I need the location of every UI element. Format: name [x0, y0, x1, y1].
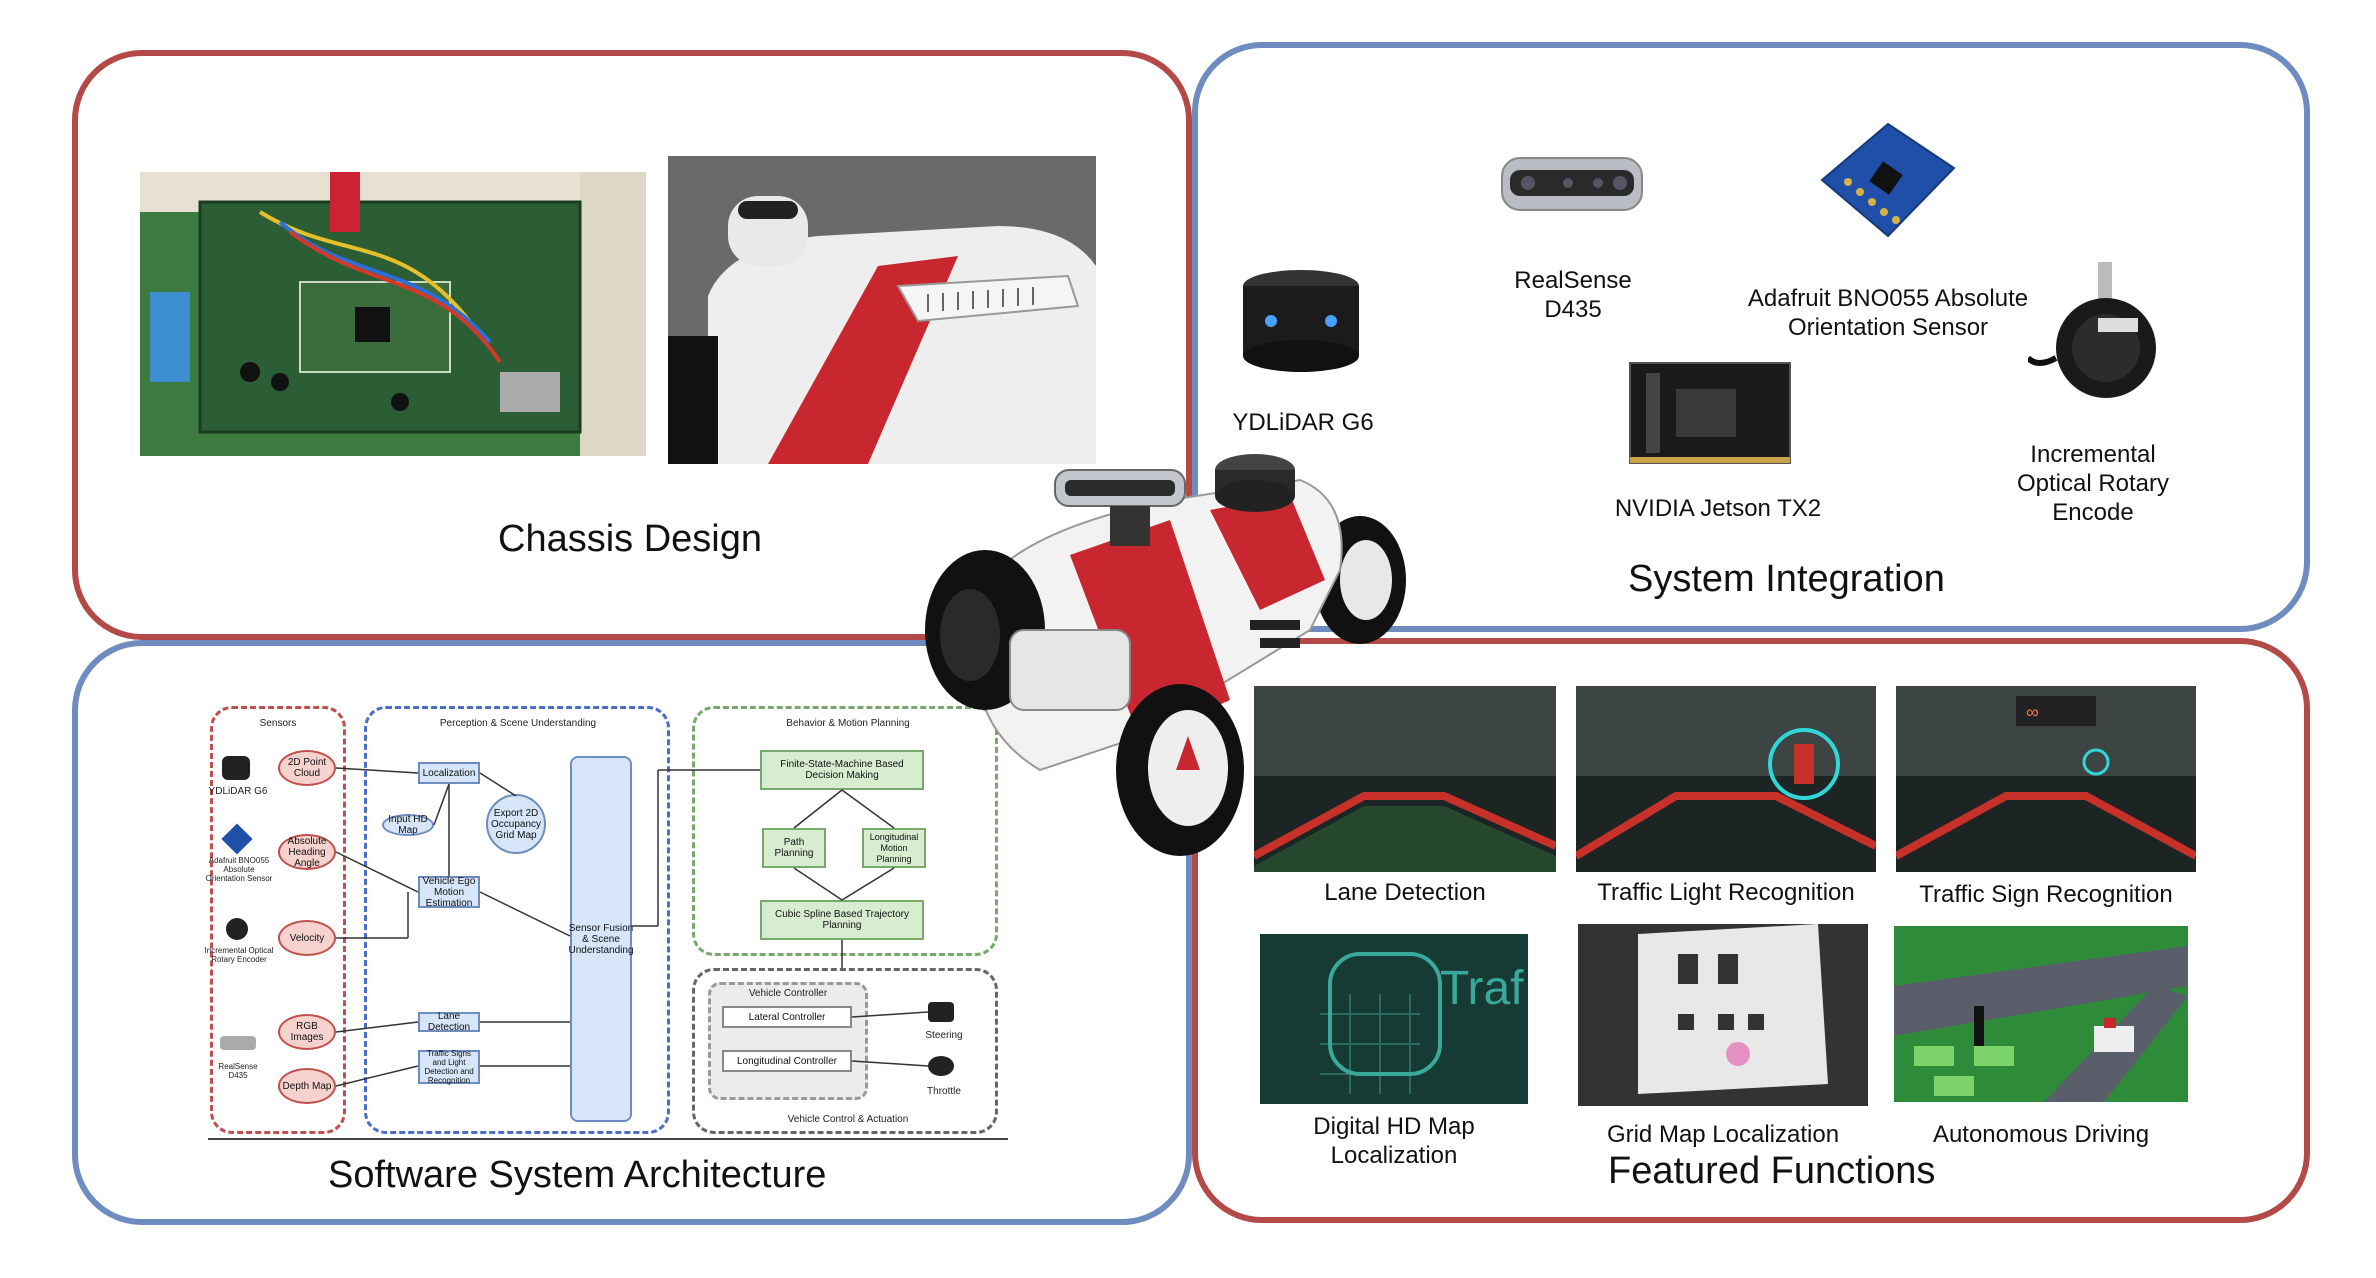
software-architecture-title: Software System Architecture [328, 1154, 827, 1196]
chassis-design-title: Chassis Design [498, 518, 762, 560]
path-planning-node: Path Planning [762, 828, 826, 868]
encoder-label: Incremental Optical Rotary Encode [2016, 441, 2170, 526]
sensors-group-label: Sensors [259, 718, 297, 729]
realsense-camera-image [1501, 157, 1643, 211]
chassis-design-panel: Chassis Design [72, 50, 1192, 640]
throttle-label: Throttle [927, 1086, 961, 1097]
localization-node: Localization [418, 762, 480, 784]
sensor-encoder-label: Incremental Optical Rotary Encoder [204, 946, 274, 964]
jetson-module-image [1629, 362, 1791, 464]
velocity-node: Velocity [278, 920, 336, 956]
occupancy-grid-node: Export 2D Occupancy Grid Map [486, 794, 546, 854]
rgb-images-node: RGB Images [278, 1014, 336, 1050]
longitudinal-planning-node: Longitudinal Motion Planning [862, 828, 926, 868]
heading-angle-node: Absolute Heading Angle [278, 834, 336, 870]
traffic-light-image [1576, 686, 1876, 872]
lane-detection-label: Lane Detection [1324, 879, 1486, 906]
trajectory-planning-node: Cubic Spline Based Trajectory Planning [760, 900, 924, 940]
perception-group-label: Perception & Scene Understanding [439, 718, 597, 729]
lane-detection-image [1254, 686, 1556, 872]
autonomous-driving-label: Autonomous Driving [1932, 1121, 2150, 1148]
lane-detection-node: Lane Detection [418, 1011, 480, 1033]
traffic-light-label: Traffic Light Recognition [1597, 879, 1855, 906]
architecture-diagram: Sensors YDLiDAR G6 Adafruit BNO055 Absol… [205, 706, 1008, 1140]
robot-car-image [925, 454, 1406, 856]
featured-functions-title: Featured Functions [1608, 1150, 1936, 1192]
encoder-icon [226, 918, 248, 940]
behavior-group-label: Behavior & Motion Planning [786, 718, 910, 729]
traffic-sign-node: Traffic Signs and Light Detection and Re… [418, 1049, 480, 1085]
rotary-encoder-image [2028, 262, 2156, 398]
software-architecture-panel: Sensors YDLiDAR G6 Adafruit BNO055 Absol… [72, 640, 1192, 1225]
sensors-group [210, 706, 346, 1134]
chassis-render-photo [668, 156, 1096, 464]
sensor-fusion-node: Sensor Fusion & Scene Understanding [568, 756, 634, 1122]
featured-functions-panel: Lane Detection Traffic Light Recognition… [1192, 638, 2310, 1223]
sensor-lidar-label: YDLiDAR G6 [208, 786, 268, 797]
imu-board-image [1820, 122, 1956, 238]
grid-map-image [1578, 924, 1868, 1106]
fsm-node: Finite-State-Machine Based Decision Maki… [760, 750, 924, 790]
throttle-motor-icon [928, 1056, 954, 1076]
lidar-label: YDLiDAR G6 [1232, 409, 1374, 436]
system-integration-title: System Integration [1628, 558, 1945, 600]
control-group-label: Vehicle Control & Actuation [787, 1114, 909, 1125]
circuit-board-photo [140, 172, 646, 456]
steering-servo-icon [928, 1002, 954, 1022]
connector-lines [335, 767, 929, 1087]
grid-map-label: Grid Map Localization [1606, 1121, 1840, 1148]
control-group [692, 968, 998, 1134]
svg-text:∞: ∞ [2026, 702, 2039, 722]
perception-group [364, 706, 670, 1134]
lateral-controller-node: Lateral Controller [722, 1006, 852, 1028]
autonomous-driving-image [1894, 926, 2188, 1102]
ego-motion-node: Vehicle Ego Motion Estimation [418, 876, 480, 909]
sensor-camera-label: RealSense D435 [218, 1062, 258, 1080]
camera-icon [220, 1036, 256, 1050]
vehicle-controller-label: Vehicle Controller [748, 988, 828, 999]
longitudinal-controller-node: Longitudinal Controller [722, 1050, 852, 1072]
traffic-sign-label: Traffic Sign Recognition [1919, 881, 2173, 908]
vehicle-controller-box [708, 982, 868, 1100]
imu-label: Adafruit BNO055 Absolute Orientation Sen… [1747, 285, 2029, 341]
svg-text:Traf: Traf [1440, 962, 1524, 1015]
sensor-imu-label: Adafruit BNO055 Absolute Orientation Sen… [205, 856, 273, 883]
traffic-sign-image: ∞ [1896, 686, 2196, 872]
jetson-label: NVIDIA Jetson TX2 [1614, 495, 1822, 522]
lidar-icon [222, 756, 250, 780]
hd-map-node: Input HD Map [382, 814, 434, 836]
hd-map-image: Traf [1260, 934, 1528, 1104]
hd-map-label: Digital HD Map Localization [1313, 1113, 1475, 1169]
realsense-label: RealSense D435 [1514, 267, 1632, 323]
lidar-sensor-image [1243, 270, 1359, 372]
steering-label: Steering [925, 1030, 963, 1041]
point-cloud-node: 2D Point Cloud [278, 750, 336, 786]
depth-map-node: Depth Map [278, 1068, 336, 1104]
behavior-group [692, 706, 998, 956]
